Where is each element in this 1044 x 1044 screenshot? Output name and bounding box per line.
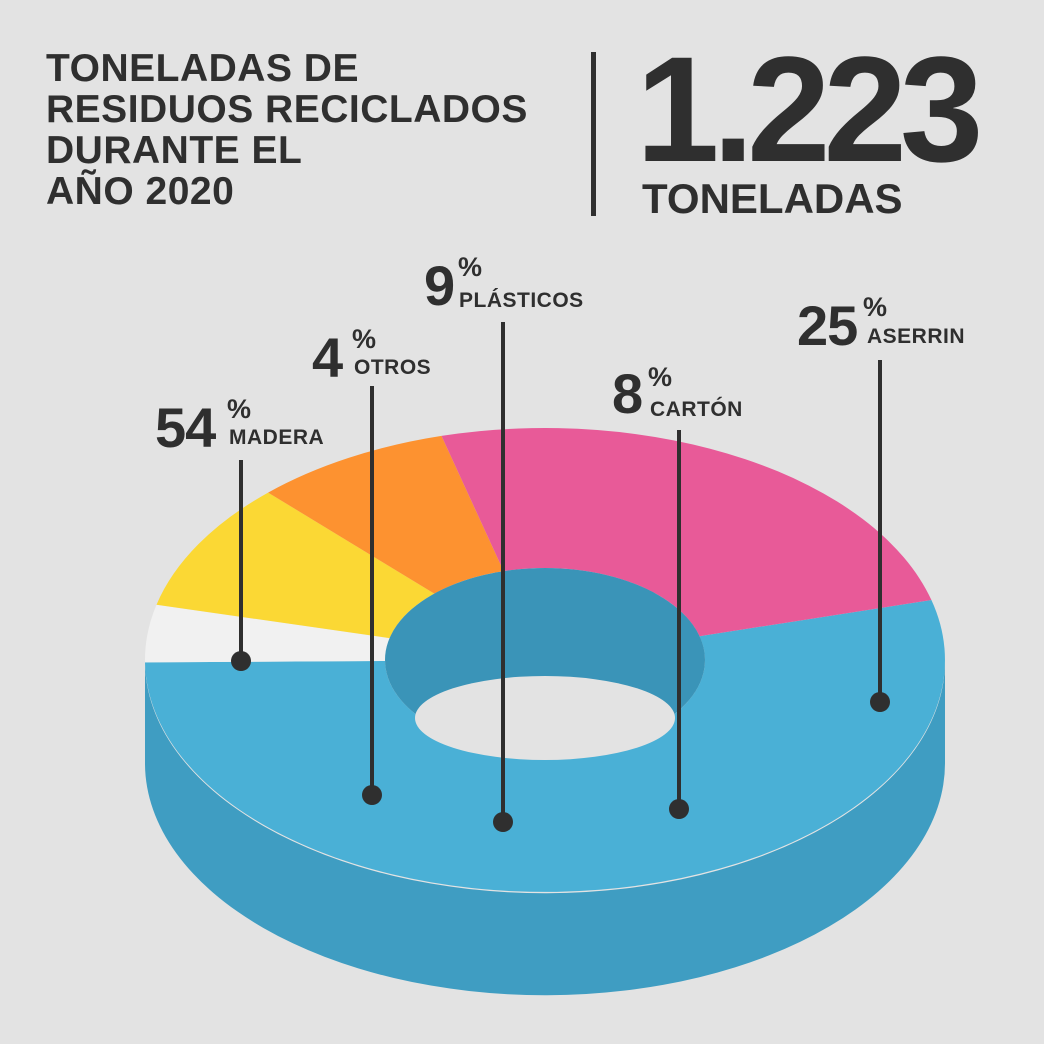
- title-line-4: AÑO 2020: [46, 170, 235, 213]
- value-madera: 54: [155, 396, 216, 459]
- slice-otros: [144, 604, 390, 663]
- percent-sign-aserrin: %: [863, 292, 888, 322]
- label-carton: 8 % CARTÓN: [612, 364, 742, 422]
- leader-dot-otros: [362, 785, 382, 805]
- category-otros: OTROS: [354, 356, 432, 379]
- label-leaders: [231, 322, 890, 832]
- slice-madera: [145, 600, 945, 892]
- title-line-2: RESIDUOS RECICLADOS: [46, 88, 528, 131]
- percent-sign-madera: %: [227, 394, 252, 424]
- donut-side-walls: [144, 660, 946, 996]
- category-aserrin: ASERRIN: [867, 325, 966, 348]
- category-plasticos: PLÁSTICOS: [459, 289, 584, 312]
- slice-cartón: [268, 435, 504, 594]
- value-carton: 8: [612, 362, 643, 425]
- label-otros: 4 % OTROS: [312, 326, 431, 386]
- total-tonnes-value: 1.223: [636, 25, 983, 193]
- chart-title: TONELADAS DE RESIDUOS RECICLADOS DURANTE…: [46, 48, 566, 212]
- slice-plásticos: [156, 492, 435, 639]
- title-line-3: DURANTE EL: [46, 129, 303, 172]
- title-line-1: TONELADAS DE: [46, 47, 359, 90]
- value-aserrin: 25: [797, 294, 858, 357]
- leader-dot-aserrin: [870, 692, 890, 712]
- label-plasticos: 9 % PLÁSTICOS: [424, 254, 583, 314]
- leader-dot-plásticos: [493, 812, 513, 832]
- slice-aserrin: [441, 427, 932, 637]
- header-divider: [591, 52, 596, 216]
- donut-hole: [385, 568, 705, 760]
- percent-sign-otros: %: [352, 324, 377, 354]
- category-madera: MADERA: [229, 426, 325, 449]
- value-plasticos: 9: [424, 254, 455, 317]
- donut-top-faces: [144, 427, 945, 892]
- value-otros: 4: [312, 326, 343, 389]
- leader-dot-cartón: [669, 799, 689, 819]
- percent-sign-plasticos: %: [458, 252, 483, 282]
- percent-sign-carton: %: [648, 362, 673, 392]
- total-tonnes-unit: TONELADAS: [642, 175, 903, 222]
- label-madera: 54 % MADERA: [155, 396, 324, 456]
- category-carton: CARTÓN: [650, 398, 743, 421]
- label-aserrin: 25 % ASERRIN: [797, 294, 965, 354]
- side-madera: [145, 660, 946, 996]
- leader-dot-madera: [231, 651, 251, 671]
